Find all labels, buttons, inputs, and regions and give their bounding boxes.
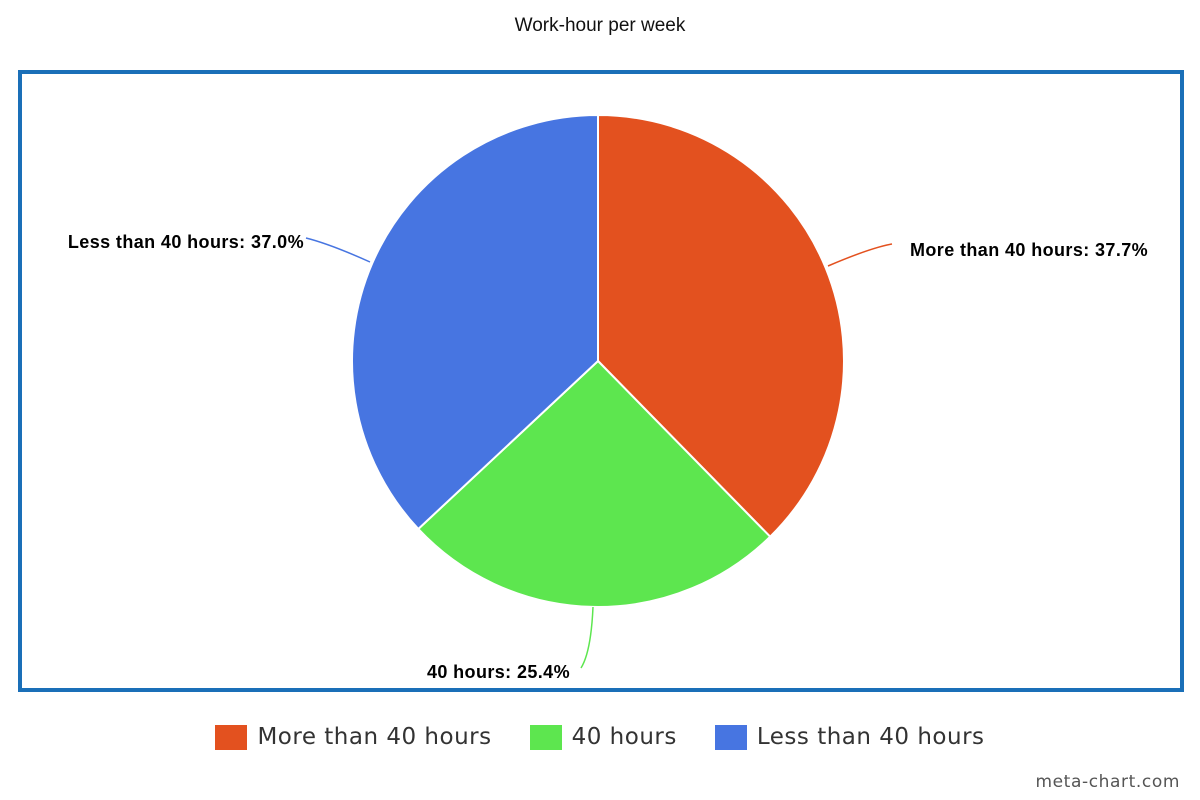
slice-label-40: 40 hours: 25.4% bbox=[427, 662, 570, 682]
pie-slice-less-than-40[interactable] bbox=[351, 113, 599, 531]
plot-frame bbox=[18, 70, 1184, 692]
legend-label-less-than-40: Less than 40 hours bbox=[756, 724, 985, 750]
legend-label-more-than-40: More than 40 hours bbox=[257, 724, 492, 750]
slice-label-less-than-40: Less than 40 hours: 37.0% bbox=[68, 232, 304, 252]
pie-slice-40[interactable] bbox=[416, 359, 772, 608]
watermark: meta-chart.com bbox=[1035, 772, 1180, 792]
pie-slice-more-than-40[interactable] bbox=[597, 113, 845, 539]
legend-swatch-40 bbox=[529, 724, 562, 750]
legend-swatch-more-than-40 bbox=[215, 724, 248, 750]
slice-label-more-than-40: More than 40 hours: 37.7% bbox=[910, 240, 1148, 260]
legend-item-more-than-40[interactable]: More than 40 hours bbox=[215, 724, 491, 750]
legend-label-40: 40 hours bbox=[571, 724, 677, 750]
chart-title: Work-hour per week bbox=[514, 15, 686, 36]
legend-item-less-than-40[interactable]: Less than 40 hours bbox=[714, 724, 985, 750]
connector-line-40 bbox=[580, 606, 594, 669]
connector-line-more-than-40 bbox=[827, 243, 893, 267]
connector-line-less-than-40 bbox=[305, 237, 371, 263]
legend-item-40[interactable]: 40 hours bbox=[529, 724, 677, 750]
legend: More than 40 hours 40 hours Less than 40… bbox=[0, 724, 1200, 750]
legend-swatch-less-than-40 bbox=[714, 724, 747, 750]
